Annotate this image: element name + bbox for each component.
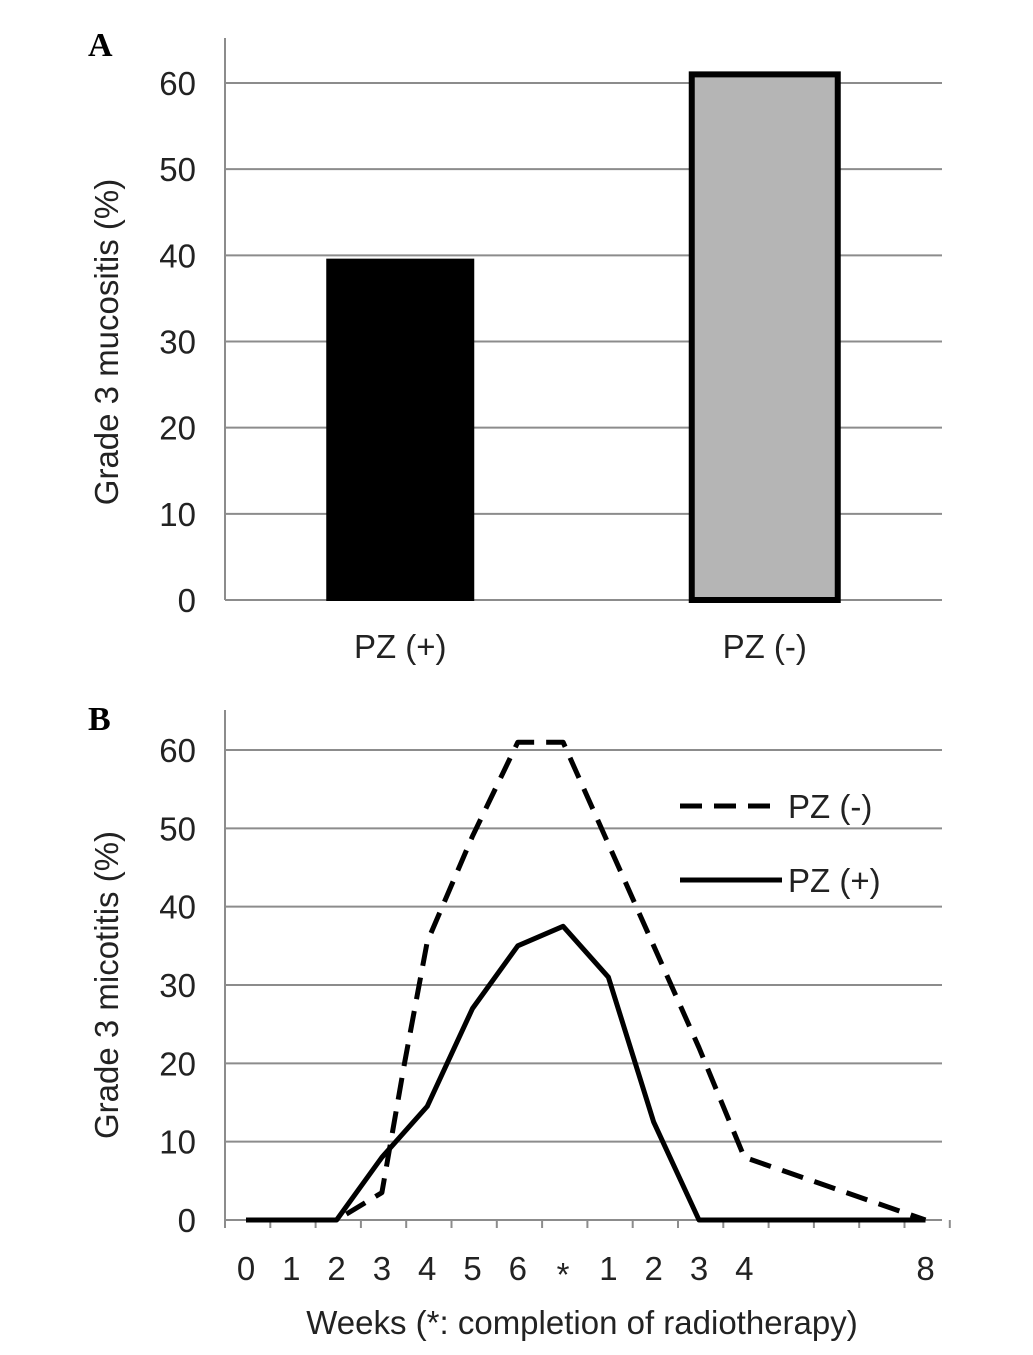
panel-b-x-tick-label: 3 bbox=[690, 1250, 708, 1287]
panel-a-y-tick-label: 0 bbox=[178, 582, 196, 619]
panel-b-y-tick-label: 0 bbox=[178, 1202, 196, 1239]
panel-b-series-lines bbox=[246, 739, 927, 1223]
panel-a-label: A bbox=[88, 27, 113, 64]
panel-b-legend: PZ (-) PZ (+) bbox=[680, 788, 881, 899]
panel-b-gridlines bbox=[224, 710, 951, 1228]
panel-b-x-tick-label: 1 bbox=[282, 1250, 300, 1287]
panel-a-y-axis-title: Grade 3 mucositis (%) bbox=[88, 179, 125, 505]
panel-b-x-tick-label: 1 bbox=[599, 1250, 617, 1287]
panel-b-x-tick-label: 5 bbox=[463, 1250, 481, 1287]
panel-b-x-tick-label: 6 bbox=[509, 1250, 527, 1287]
panel-a-y-tick-labels: 0 10 20 30 40 50 60 bbox=[159, 65, 196, 619]
panel-b-x-tick-label: 2 bbox=[327, 1250, 345, 1287]
panel-b-x-tick-label: 0 bbox=[237, 1250, 255, 1287]
panel-b-x-tick-label: 2 bbox=[645, 1250, 663, 1287]
panel-b-label: B bbox=[88, 701, 111, 738]
series-line-pz-minus bbox=[246, 739, 927, 1223]
panel-b-y-tick-label: 20 bbox=[159, 1045, 196, 1082]
panel-a-y-tick-label: 60 bbox=[159, 65, 196, 102]
panel-a-x-tick-labels: PZ (+) PZ (-) bbox=[354, 628, 807, 665]
panel-b-x-axis-title: Weeks (*: completion of radiotherapy) bbox=[306, 1304, 857, 1341]
legend-label: PZ (-) bbox=[788, 788, 872, 825]
legend-label: PZ (+) bbox=[788, 862, 881, 899]
panel-a-y-tick-label: 30 bbox=[159, 324, 196, 361]
panel-b-y-tick-labels: 0 10 20 30 40 50 60 bbox=[159, 732, 196, 1239]
panel-b-x-tick-labels: 0 1 2 3 4 5 6 * 1 2 3 4 8 bbox=[237, 1250, 935, 1293]
panel-a-y-tick-label: 40 bbox=[159, 237, 196, 274]
series-line-pz-plus bbox=[246, 923, 926, 1223]
panel-a-x-tick-label: PZ (-) bbox=[723, 628, 807, 665]
bar-pz-minus bbox=[688, 71, 841, 603]
panel-b-x-tick-label: 8 bbox=[916, 1250, 934, 1287]
panel-b-y-tick-label: 60 bbox=[159, 732, 196, 769]
panel-b-x-tick-label: * bbox=[557, 1256, 570, 1293]
panel-b-y-tick-label: 10 bbox=[159, 1124, 196, 1161]
panel-a-bars bbox=[326, 71, 841, 603]
panel-b-y-tick-label: 40 bbox=[159, 889, 196, 926]
bar-pz-plus bbox=[326, 258, 475, 601]
panel-b-y-tick-label: 50 bbox=[159, 810, 196, 847]
panel-b-y-tick-label: 30 bbox=[159, 967, 196, 1004]
panel-b-x-tick-label: 4 bbox=[735, 1250, 753, 1287]
panel-b-x-tick-label: 3 bbox=[373, 1250, 391, 1287]
panel-b-y-axis-title: Grade 3 micotitis (%) bbox=[88, 831, 125, 1139]
panel-a-y-tick-label: 50 bbox=[159, 151, 196, 188]
panel-a-x-tick-label: PZ (+) bbox=[354, 628, 447, 665]
panel-a-y-tick-label: 20 bbox=[159, 410, 196, 447]
panel-a-bar-chart: A 0 10 20 30 40 50 60 PZ (+) PZ (-) Grade 3 muc… bbox=[88, 27, 942, 665]
panel-a-y-tick-label: 10 bbox=[159, 496, 196, 533]
panel-b-x-tick-label: 4 bbox=[418, 1250, 436, 1287]
